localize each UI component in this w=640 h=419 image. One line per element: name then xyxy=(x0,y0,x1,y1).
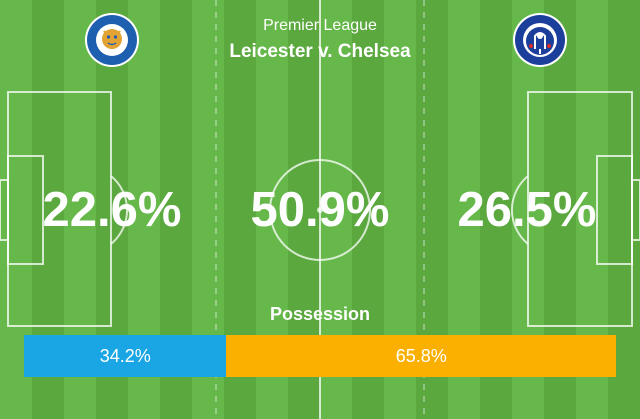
away-possession-segment: 65.8% xyxy=(226,335,616,377)
right-goal xyxy=(631,179,640,241)
competition-title: Premier League xyxy=(263,17,377,34)
leicester-city-crest-icon xyxy=(85,13,139,67)
possession-title: Possession xyxy=(269,304,371,324)
home-possession-segment: 34.2% xyxy=(24,335,227,377)
home-win-percentage: 22.6% xyxy=(42,183,182,237)
possession-bar: 34.2% 65.8% xyxy=(24,335,616,377)
centre-circle xyxy=(269,159,371,261)
left-penalty-arc xyxy=(110,175,128,245)
right-penalty-arc xyxy=(511,175,529,245)
chelsea-crest-icon xyxy=(513,13,567,67)
draw-percentage: 50.9% xyxy=(250,183,390,237)
away-win-percentage: 26.5% xyxy=(457,183,597,237)
centre-spot xyxy=(317,207,323,213)
left-goal xyxy=(0,179,9,241)
match-title: Leicester v. Chelsea xyxy=(229,41,411,62)
